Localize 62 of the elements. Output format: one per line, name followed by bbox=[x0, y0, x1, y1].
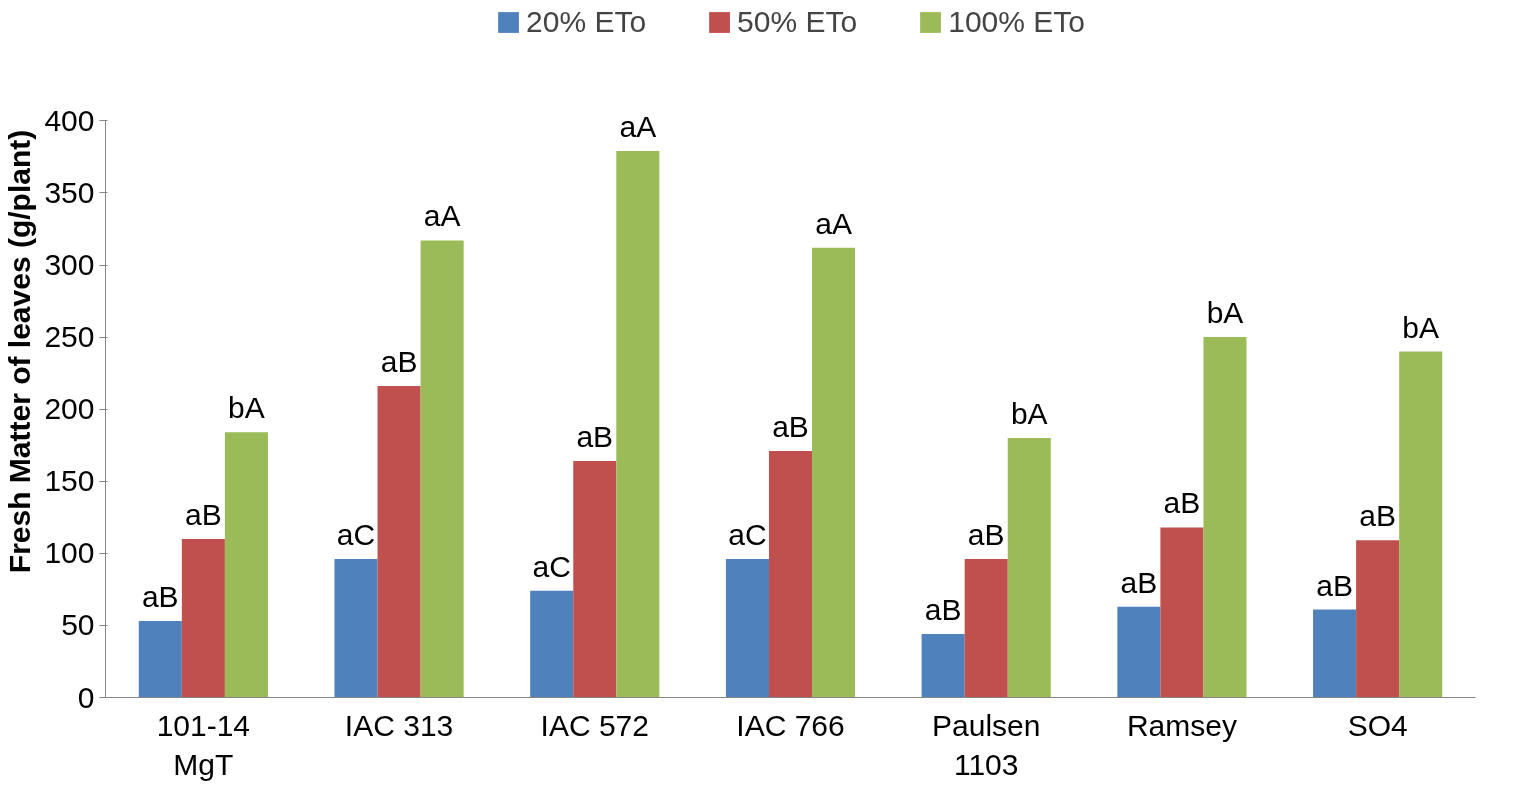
bar bbox=[224, 432, 268, 698]
data-label: aB bbox=[924, 593, 962, 627]
data-label: aB bbox=[1316, 568, 1353, 602]
bar bbox=[334, 559, 378, 698]
legend-label: 100% ETo bbox=[948, 5, 1085, 39]
y-tick-label: 300 bbox=[44, 248, 95, 281]
bar bbox=[420, 240, 464, 698]
bar bbox=[725, 559, 769, 698]
data-label: aB bbox=[772, 409, 809, 443]
x-tick-label: IAC 313 bbox=[344, 708, 454, 742]
bar bbox=[616, 151, 660, 698]
bar bbox=[1313, 609, 1357, 698]
data-label: bA bbox=[1010, 397, 1048, 430]
y-tick-label: 200 bbox=[44, 392, 95, 426]
x-tick-label: IAC 766 bbox=[736, 708, 845, 742]
x-tick-label: 101-14 MgT bbox=[156, 708, 251, 782]
bar bbox=[573, 461, 617, 698]
data-label: aC bbox=[336, 518, 376, 552]
bar bbox=[1007, 438, 1051, 698]
x-tick-label: Ramsey bbox=[1126, 708, 1237, 742]
bar bbox=[1203, 337, 1247, 698]
data-label: aB bbox=[185, 497, 222, 531]
data-label: bA bbox=[228, 391, 265, 425]
bar bbox=[1117, 606, 1161, 698]
data-label: aC bbox=[532, 549, 571, 583]
data-label: aA bbox=[619, 110, 657, 144]
bar bbox=[812, 247, 856, 698]
x-tick-label: Paulsen 1103 bbox=[932, 708, 1041, 782]
data-label: aA bbox=[815, 206, 852, 240]
y-tick-label: 0 bbox=[77, 680, 95, 714]
x-tick-label: SO4 bbox=[1347, 708, 1408, 742]
data-label: aB bbox=[967, 518, 1005, 552]
bar bbox=[768, 450, 813, 698]
y-axis-title: Fresh Matter of leaves (g/plant) bbox=[3, 129, 37, 574]
y-tick-label: 50 bbox=[61, 608, 95, 642]
data-label: bA bbox=[1206, 296, 1244, 330]
y-tick-label: 400 bbox=[44, 103, 95, 137]
y-tick-label: 150 bbox=[44, 464, 95, 498]
x-tick-label: IAC 572 bbox=[540, 708, 649, 742]
data-label: aC bbox=[728, 518, 767, 552]
data-label: aB bbox=[1120, 565, 1158, 599]
y-tick-label: 350 bbox=[44, 175, 95, 209]
bar bbox=[530, 590, 574, 698]
bar bbox=[138, 621, 182, 698]
bar bbox=[1356, 540, 1400, 698]
legend-label: 20% ETo bbox=[526, 5, 647, 39]
data-label: aB bbox=[380, 345, 418, 379]
data-label: aB bbox=[576, 420, 614, 454]
bar bbox=[1160, 527, 1204, 698]
y-tick-label: 100 bbox=[44, 536, 95, 570]
data-label: aB bbox=[141, 580, 179, 614]
data-label: aA bbox=[423, 199, 461, 233]
bar bbox=[181, 538, 225, 698]
data-label: aB bbox=[1359, 499, 1396, 533]
bar bbox=[921, 634, 965, 698]
bar bbox=[1399, 351, 1443, 698]
data-label: bA bbox=[1402, 310, 1440, 344]
data-label: aB bbox=[1163, 486, 1201, 520]
legend-label: 50% ETo bbox=[737, 5, 858, 39]
bar bbox=[377, 386, 421, 698]
bar bbox=[964, 559, 1008, 698]
y-tick-label: 250 bbox=[44, 320, 95, 354]
